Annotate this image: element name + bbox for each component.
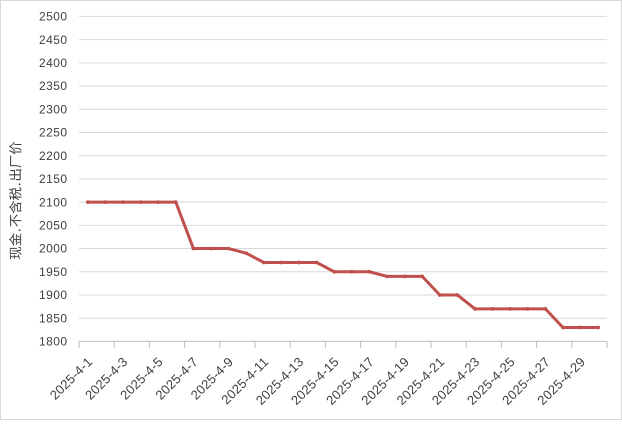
svg-text:2400: 2400 [39, 56, 68, 70]
svg-text:2350: 2350 [39, 79, 68, 93]
svg-text:2300: 2300 [39, 102, 68, 116]
svg-text:1800: 1800 [39, 335, 68, 349]
svg-text:2050: 2050 [39, 219, 68, 233]
svg-text:2250: 2250 [39, 126, 68, 140]
svg-text:2150: 2150 [39, 172, 68, 186]
svg-text:1900: 1900 [39, 288, 68, 302]
svg-text:2450: 2450 [39, 33, 68, 47]
svg-text:2100: 2100 [39, 195, 68, 209]
svg-text:1950: 1950 [39, 265, 68, 279]
svg-text:2500: 2500 [39, 10, 68, 24]
svg-text:2200: 2200 [39, 149, 68, 163]
svg-text:2000: 2000 [39, 242, 68, 256]
svg-text:1850: 1850 [39, 311, 68, 325]
